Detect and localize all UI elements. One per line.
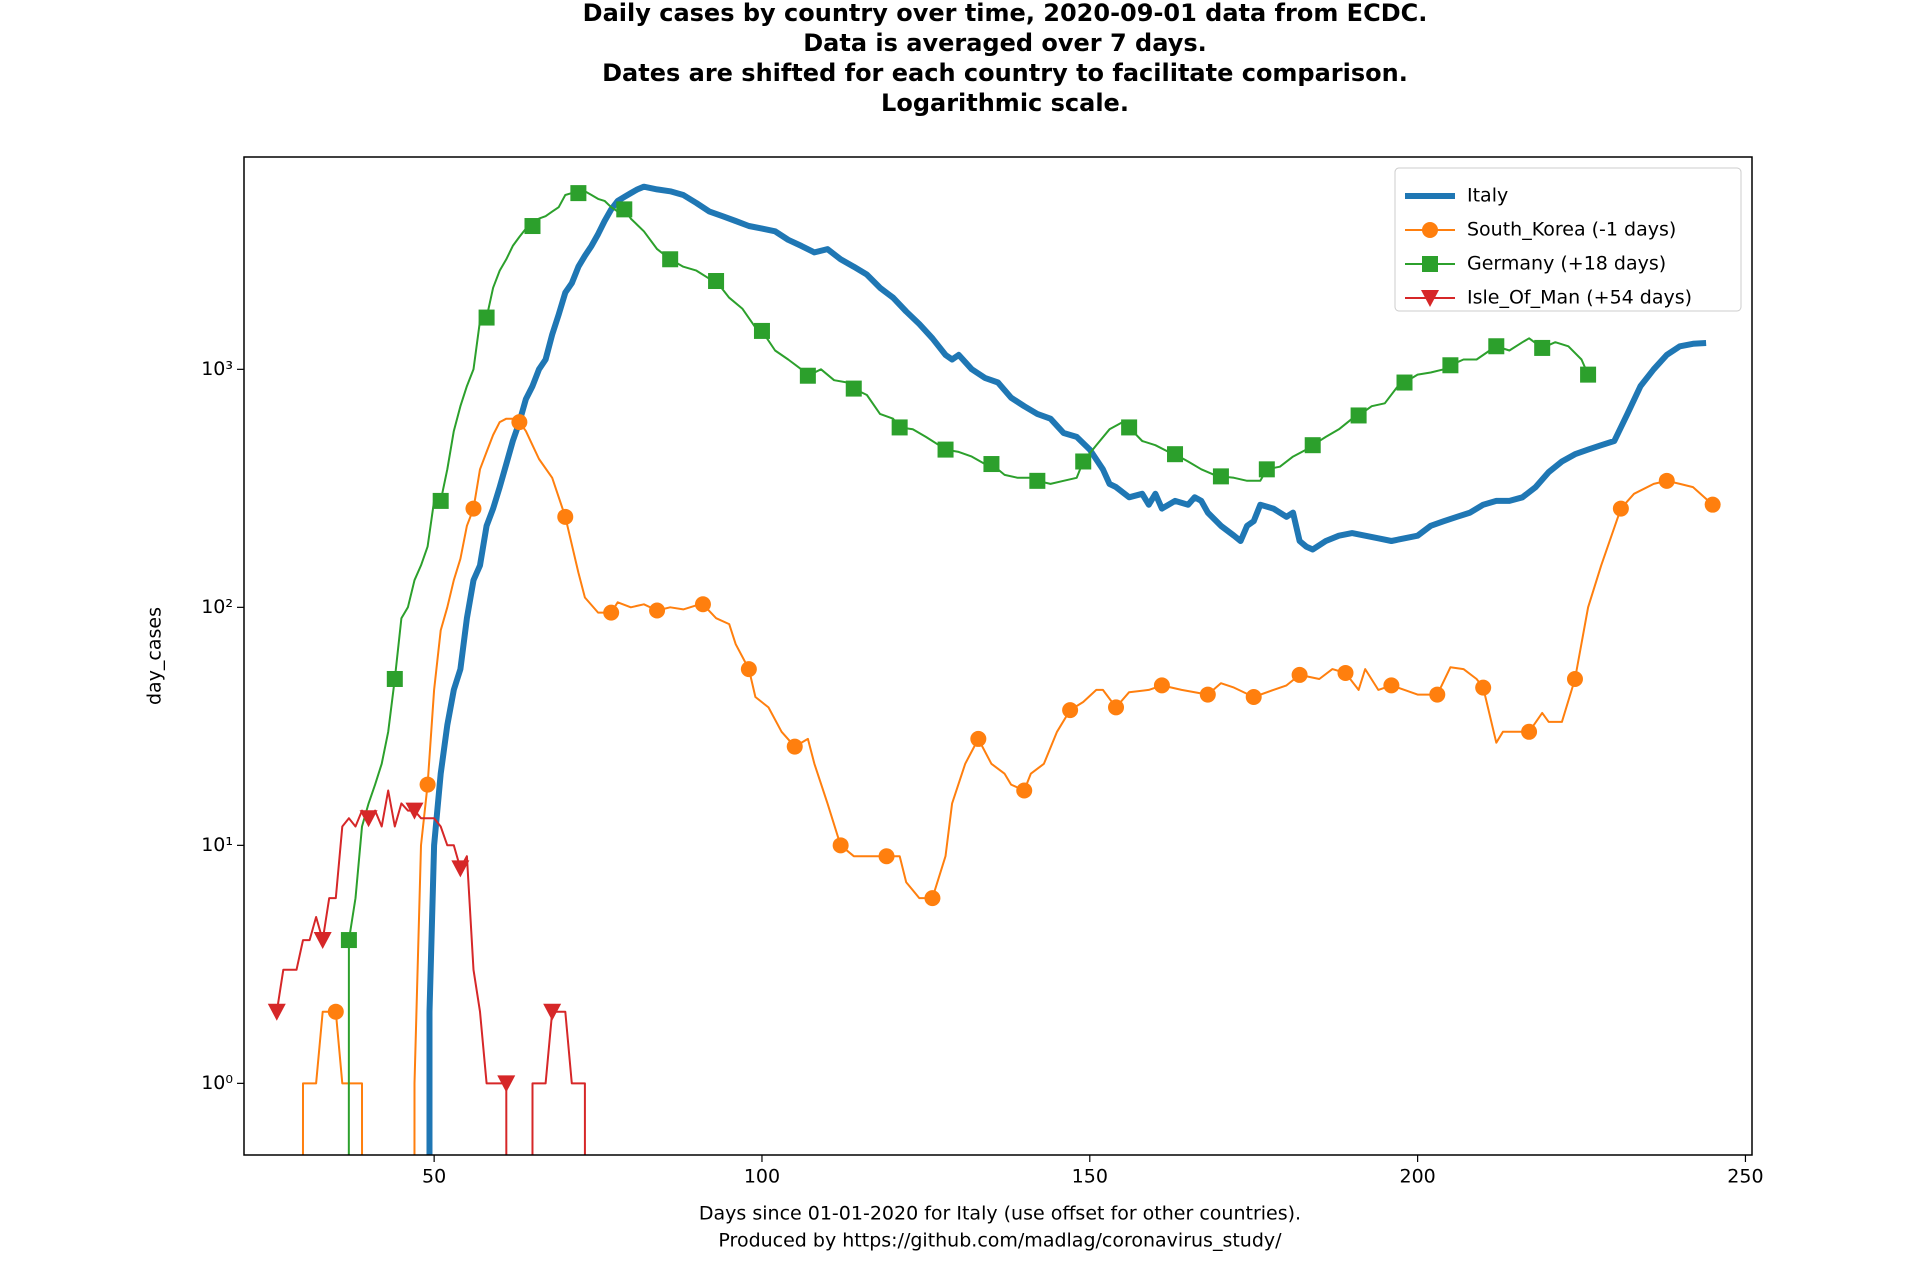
marker xyxy=(1304,437,1321,454)
marker xyxy=(1396,374,1413,391)
marker xyxy=(799,367,816,384)
marker xyxy=(451,860,470,878)
y-tick-label: 10¹ xyxy=(201,834,233,856)
marker xyxy=(524,218,541,235)
marker xyxy=(340,932,357,949)
marker xyxy=(1062,702,1079,719)
marker xyxy=(570,185,587,202)
x-tick-label: 100 xyxy=(744,1166,780,1188)
marker xyxy=(386,670,403,687)
marker xyxy=(616,201,633,218)
x-tick-label: 50 xyxy=(422,1166,446,1188)
marker xyxy=(924,890,941,907)
y-tick-label: 10³ xyxy=(201,358,233,380)
marker xyxy=(937,441,954,458)
x-axis-label: Days since 01-01-2020 for Italy (use off… xyxy=(699,1203,1301,1225)
marker xyxy=(359,810,378,828)
x-tick-label: 250 xyxy=(1727,1166,1763,1188)
marker xyxy=(1350,407,1367,424)
marker xyxy=(1442,357,1459,374)
y-tick-label: 10⁰ xyxy=(201,1072,233,1094)
marker xyxy=(419,776,436,793)
axes-frame xyxy=(243,156,1753,1156)
marker xyxy=(432,492,449,509)
titles: Daily cases by country over time, 2020-0… xyxy=(583,0,1428,117)
marker xyxy=(891,419,908,436)
marker xyxy=(1258,461,1275,478)
chart-title: Logarithmic scale. xyxy=(881,89,1129,117)
legend-label: Italy xyxy=(1467,185,1508,207)
marker xyxy=(1566,670,1583,687)
marker xyxy=(845,380,862,397)
legend-label: South_Korea (-1 days) xyxy=(1467,219,1676,241)
marker xyxy=(497,1075,516,1093)
marker xyxy=(1422,256,1438,272)
marker xyxy=(1534,339,1551,356)
marker xyxy=(1612,500,1629,517)
marker xyxy=(832,837,849,854)
marker xyxy=(1521,723,1538,740)
legend: Italy South_Korea (-1 days) Germany (+18 d… xyxy=(1394,167,1742,312)
marker xyxy=(1153,677,1170,694)
marker xyxy=(1121,419,1138,436)
marker xyxy=(405,802,424,820)
plot-area xyxy=(267,183,1721,1155)
marker xyxy=(1075,453,1092,470)
marker xyxy=(1029,472,1046,489)
y-tick-label: 10² xyxy=(201,596,233,618)
legend-box xyxy=(1394,167,1742,312)
chart-title: Dates are shifted for each country to fa… xyxy=(602,59,1408,87)
x-axis-label: Produced by https://github.com/madlag/co… xyxy=(718,1230,1282,1252)
marker xyxy=(1291,666,1308,683)
marker xyxy=(1108,699,1125,716)
marker xyxy=(327,1003,344,1020)
marker xyxy=(753,322,770,339)
marker xyxy=(603,604,620,621)
marker xyxy=(1212,468,1229,485)
chart-title: Daily cases by country over time, 2020-0… xyxy=(583,0,1428,27)
y-axis-label: day_cases xyxy=(144,607,166,705)
marker xyxy=(1016,782,1033,799)
series-line xyxy=(275,789,586,1155)
marker xyxy=(1199,686,1216,703)
marker xyxy=(1422,222,1438,238)
marker xyxy=(1383,677,1400,694)
legend-label: Isle_Of_Man (+54 days) xyxy=(1467,287,1692,309)
marker xyxy=(1580,366,1597,383)
marker xyxy=(662,251,679,268)
marker xyxy=(1337,664,1354,681)
marker xyxy=(543,1003,562,1021)
marker xyxy=(478,309,495,326)
marker xyxy=(1429,686,1446,703)
chart-title: Data is averaged over 7 days. xyxy=(803,29,1207,57)
x-tick-label: 200 xyxy=(1399,1166,1435,1188)
marker xyxy=(1475,679,1492,696)
marker xyxy=(267,1003,286,1021)
axes: Days since 01-01-2020 for Italy (use off… xyxy=(201,358,1763,1252)
marker xyxy=(1245,689,1262,706)
marker xyxy=(511,414,528,431)
marker xyxy=(983,456,1000,473)
series-line xyxy=(301,417,1714,1155)
marker xyxy=(1658,472,1675,489)
marker xyxy=(1704,496,1721,513)
marker xyxy=(557,508,574,525)
marker xyxy=(878,848,895,865)
marker xyxy=(313,932,332,950)
marker xyxy=(1488,338,1505,355)
legend-label: Germany (+18 days) xyxy=(1467,253,1666,275)
marker xyxy=(649,602,666,619)
marker xyxy=(708,273,725,290)
marker xyxy=(740,661,757,678)
marker xyxy=(694,596,711,613)
marker xyxy=(1167,446,1184,463)
marker xyxy=(1421,290,1439,307)
marker xyxy=(970,730,987,747)
x-tick-label: 150 xyxy=(1072,1166,1108,1188)
marker xyxy=(465,500,482,517)
marker xyxy=(786,738,803,755)
series-line xyxy=(426,183,1707,1155)
